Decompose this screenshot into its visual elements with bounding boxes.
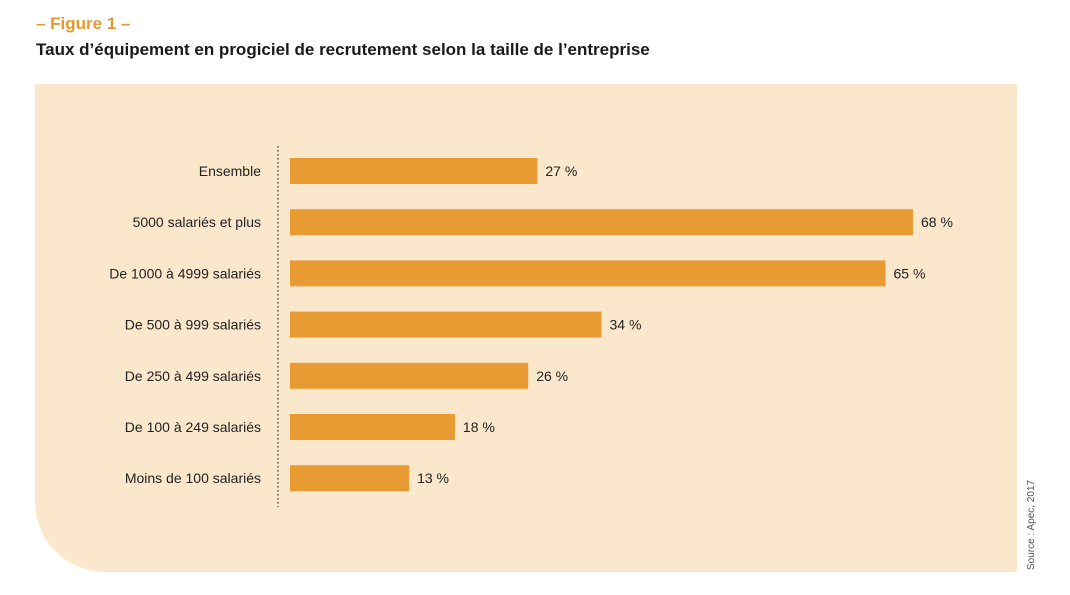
category-label: Moins de 100 salariés — [125, 470, 261, 486]
value-label: 34 % — [610, 317, 642, 333]
bar — [290, 465, 410, 492]
category-label: De 100 à 249 salariés — [125, 419, 261, 435]
category-label: De 500 à 999 salariés — [125, 317, 261, 333]
source-note: Source : Apec, 2017 — [1026, 479, 1037, 570]
bar — [290, 209, 913, 236]
category-label: De 1000 à 4999 salariés — [109, 265, 261, 281]
value-label: 13 % — [417, 470, 449, 486]
value-label: 26 % — [536, 368, 568, 384]
value-label: 18 % — [463, 419, 495, 435]
category-label: 5000 salariés et plus — [133, 214, 261, 230]
bar — [290, 311, 602, 338]
bar — [290, 414, 455, 440]
bar — [290, 158, 538, 184]
bar — [290, 362, 529, 389]
category-label: Ensemble — [199, 163, 261, 179]
value-label: 27 % — [545, 163, 577, 179]
value-label: 68 % — [921, 214, 953, 230]
category-label: De 250 à 499 salariés — [125, 368, 261, 384]
chart-title: Taux d’équipement en progiciel de recrut… — [36, 40, 650, 59]
bar — [290, 260, 886, 287]
value-label: 65 % — [894, 265, 926, 281]
figure-label: – Figure 1 – — [36, 14, 131, 33]
bars-group: Ensemble 27 % 5000 salariés et plus 68 % De … — [109, 158, 953, 492]
